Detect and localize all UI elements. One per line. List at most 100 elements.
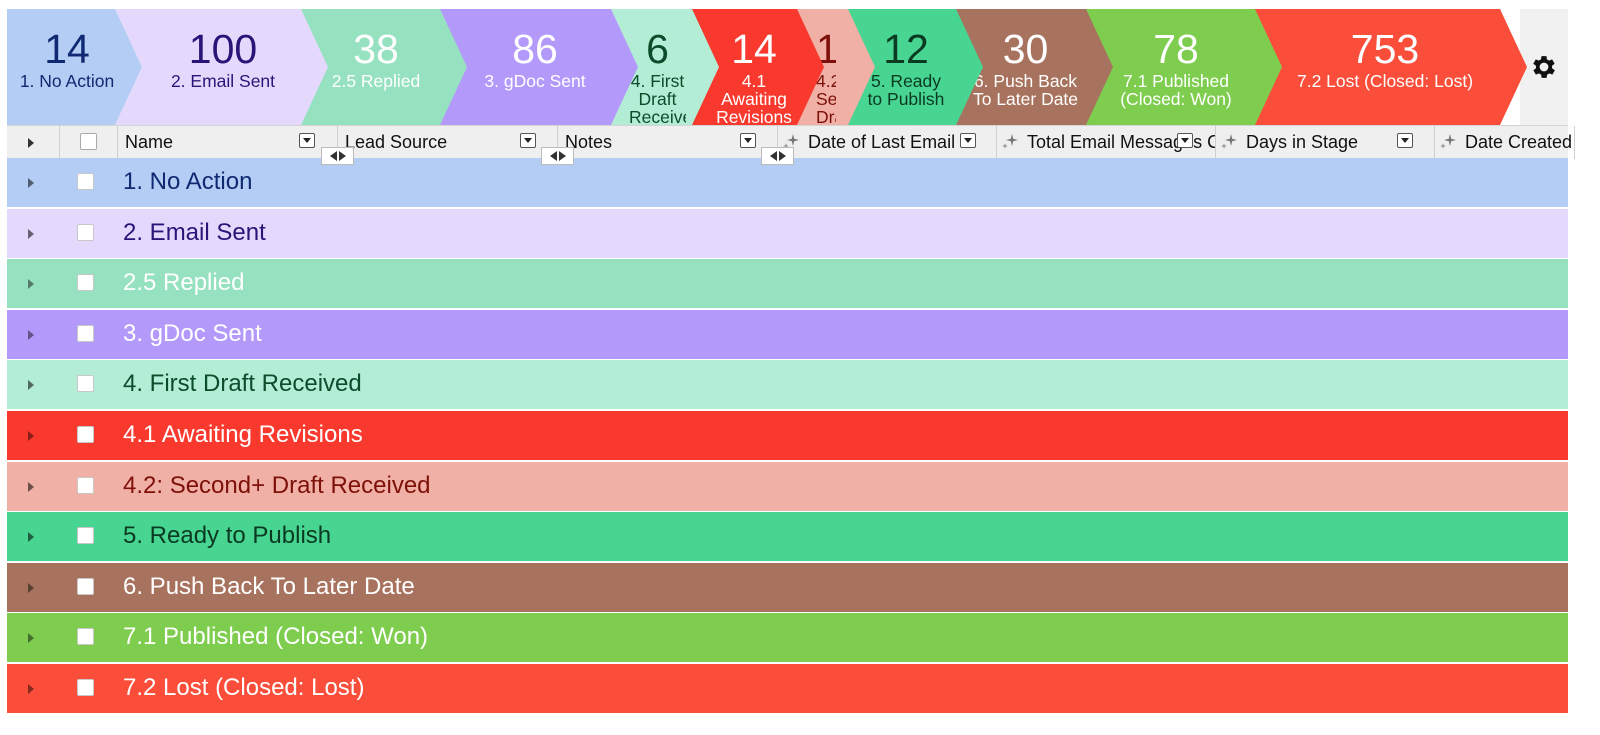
stage-label: 7.2 Lost (Closed: Lost) <box>1296 71 1474 91</box>
column-header[interactable]: Lead Source <box>338 126 558 159</box>
column-header-label: Date of Last Email <box>808 132 956 152</box>
stage-label: 4. First Draft Received <box>629 71 686 125</box>
sparkle-icon <box>1002 134 1018 149</box>
sparkle-icon <box>1440 134 1456 149</box>
row-group-name: 4. First Draft Received <box>123 370 362 398</box>
row-checkbox[interactable] <box>77 577 94 595</box>
sparkle-icon <box>783 134 799 149</box>
column-header-label: Name <box>125 132 174 152</box>
stage-count: 753 <box>1350 26 1420 72</box>
column-header-label: Date Created <box>1465 132 1573 152</box>
column-menu-dropdown[interactable] <box>1397 133 1413 148</box>
pipeline-stage[interactable]: 100 2. Email Sent <box>115 9 328 125</box>
column-menu-dropdown[interactable] <box>520 133 536 148</box>
expand-row-toggle[interactable] <box>28 329 34 340</box>
row-group-name: 1. No Action <box>123 168 253 195</box>
settings-button[interactable] <box>1520 9 1568 125</box>
table-row[interactable]: 7.1 Published (Closed: Won) <box>7 613 1568 663</box>
stage-label: 4.1 Awaiting Revisions <box>716 71 792 125</box>
column-header[interactable]: Total Email Messages C <box>997 126 1216 159</box>
stage-label: 4.2: Second+ Draft Received <box>816 71 836 125</box>
row-checkbox[interactable] <box>77 628 94 646</box>
stage-label: 7.1 Published (Closed: Won) <box>1120 71 1232 109</box>
expand-row-toggle[interactable] <box>28 532 34 543</box>
table-row[interactable]: 6. Push Back To Later Date <box>7 562 1568 612</box>
stage-group-list: 1. No Action 2. Email Sent 2.5 Replied 3. g… <box>7 158 1568 715</box>
row-checkbox[interactable] <box>77 476 94 494</box>
row-checkbox[interactable] <box>77 223 94 241</box>
stage-count: 12 <box>883 26 929 72</box>
row-group-name: 5. Ready to Publish <box>123 522 332 550</box>
column-menu-dropdown[interactable] <box>1177 133 1193 148</box>
table-row[interactable]: 1. No Action <box>7 158 1568 207</box>
table-row[interactable]: 4.2: Second+ Draft Received <box>7 461 1568 511</box>
expand-row-toggle[interactable] <box>28 228 34 239</box>
expand-row-toggle[interactable] <box>28 683 34 694</box>
row-checkbox[interactable] <box>77 375 94 393</box>
column-resize-handle[interactable] <box>541 147 574 165</box>
pipeline-stage[interactable]: 86 3. gDoc Sent <box>433 9 638 125</box>
row-group-name: 7.2 Lost (Closed: Lost) <box>123 673 365 701</box>
stage-count: 14 <box>44 26 90 72</box>
column-header[interactable]: Name <box>118 126 338 159</box>
expand-row-toggle[interactable] <box>28 380 34 391</box>
column-header[interactable]: Date of Last Email <box>778 126 997 159</box>
sparkle-icon <box>1221 134 1237 149</box>
table-row[interactable]: 5. Ready to Publish <box>7 512 1568 562</box>
stage-label: 5. Ready to Publish <box>867 71 945 109</box>
row-checkbox[interactable] <box>77 425 94 443</box>
column-header[interactable]: Date Created <box>1435 126 1575 159</box>
pipeline-stage[interactable]: 78 7.1 Published (Closed: Won) <box>1080 9 1282 125</box>
row-group-name: 7.1 Published (Closed: Won) <box>123 623 429 651</box>
column-header-label: Days in Stage <box>1246 132 1359 152</box>
table-row[interactable]: 3. gDoc Sent <box>7 309 1568 359</box>
column-menu-dropdown[interactable] <box>740 133 756 148</box>
table-row[interactable]: 2.5 Replied <box>7 259 1568 309</box>
select-all-cell <box>60 126 118 159</box>
expand-row-toggle[interactable] <box>28 633 34 644</box>
row-checkbox[interactable] <box>77 324 94 342</box>
pipeline-stage-bar: 14 1. No Action 100 2. Email Sent 38 2.5 Repl… <box>7 9 1568 125</box>
row-group-name: 6. Push Back To Later Date <box>123 572 415 600</box>
row-group-name: 4.1 Awaiting Revisions <box>123 420 363 448</box>
expand-row-toggle[interactable] <box>28 430 34 441</box>
expand-all-cell <box>7 126 60 159</box>
column-header-label: Total Email Messages C <box>1027 132 1216 152</box>
row-checkbox[interactable] <box>77 173 94 190</box>
select-all-checkbox[interactable] <box>80 133 97 150</box>
expand-row-toggle[interactable] <box>28 582 34 593</box>
column-menu-dropdown[interactable] <box>960 133 976 148</box>
stage-count: 78 <box>1153 26 1199 72</box>
row-group-name: 2. Email Sent <box>123 218 266 246</box>
column-header-label: Lead Source <box>345 132 448 152</box>
column-header-label: Notes <box>565 132 613 152</box>
expand-row-toggle[interactable] <box>28 178 34 188</box>
stage-count: 86 <box>512 26 558 72</box>
stage-count: 14 <box>731 26 777 72</box>
expand-row-toggle[interactable] <box>28 481 34 492</box>
row-group-name: 3. gDoc Sent <box>123 319 262 347</box>
table-row[interactable]: 4.1 Awaiting Revisions <box>7 410 1568 460</box>
stage-count: 38 <box>353 26 399 72</box>
table-row[interactable]: 7.2 Lost (Closed: Lost) <box>7 663 1568 713</box>
table-row[interactable]: 4. First Draft Received <box>7 360 1568 410</box>
pipeline-stage[interactable]: 64. First Draft Received <box>606 9 719 125</box>
column-resize-handle[interactable] <box>321 147 354 165</box>
row-checkbox[interactable] <box>77 274 94 292</box>
stage-label: 2. Email Sent <box>170 71 276 91</box>
gear-icon <box>1533 56 1555 78</box>
column-menu-dropdown[interactable] <box>299 133 315 148</box>
pipeline-stage[interactable]: 753 7.2 Lost (Closed: Lost) <box>1248 9 1527 125</box>
row-checkbox[interactable] <box>77 678 94 696</box>
column-header[interactable]: Notes <box>558 126 778 159</box>
pipeline-stage[interactable]: 14 1. No Action <box>7 9 142 125</box>
pipeline-stage[interactable]: 14 4.1 Awaiting Revisions <box>686 9 824 125</box>
column-header[interactable]: Days in Stage <box>1216 126 1435 159</box>
column-resize-handle[interactable] <box>761 147 794 165</box>
table-row[interactable]: 2. Email Sent <box>7 208 1568 258</box>
row-checkbox[interactable] <box>77 527 94 545</box>
expand-all-toggle[interactable] <box>28 138 34 148</box>
stage-label: 6. Push Back To Later Date <box>972 71 1079 109</box>
stage-label: 1. No Action <box>19 71 115 91</box>
expand-row-toggle[interactable] <box>28 279 34 290</box>
